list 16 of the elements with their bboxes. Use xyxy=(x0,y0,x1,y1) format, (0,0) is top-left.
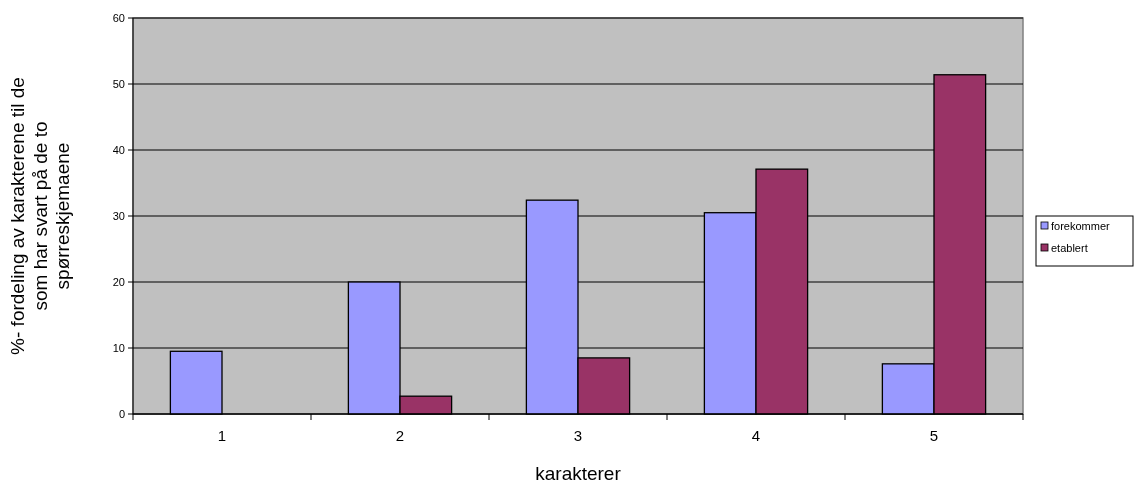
y-tick-label: 30 xyxy=(112,209,125,222)
y-tick-label: 60 xyxy=(112,11,125,24)
x-tick-label: 3 xyxy=(573,427,583,444)
y-tick-label: 10 xyxy=(112,341,125,354)
x-tick-label: 4 xyxy=(751,427,761,444)
y-tick-label: 40 xyxy=(112,143,125,156)
x-axis-title: karakterer xyxy=(535,463,622,484)
y-tick-label: 20 xyxy=(112,275,125,288)
x-tick-label: 5 xyxy=(929,427,939,444)
y-tick-label: 0 xyxy=(118,407,125,420)
x-tick-label: 2 xyxy=(395,427,405,444)
x-tick-label: 1 xyxy=(217,427,227,444)
y-tick-label: 50 xyxy=(112,77,125,90)
y-axis-title: %- fordeling av karakterene til de som har svart på de to spørreskjemaene xyxy=(6,77,74,355)
legend-label: forekommer xyxy=(1051,219,1111,232)
legend-label: etablert xyxy=(1051,241,1088,254)
